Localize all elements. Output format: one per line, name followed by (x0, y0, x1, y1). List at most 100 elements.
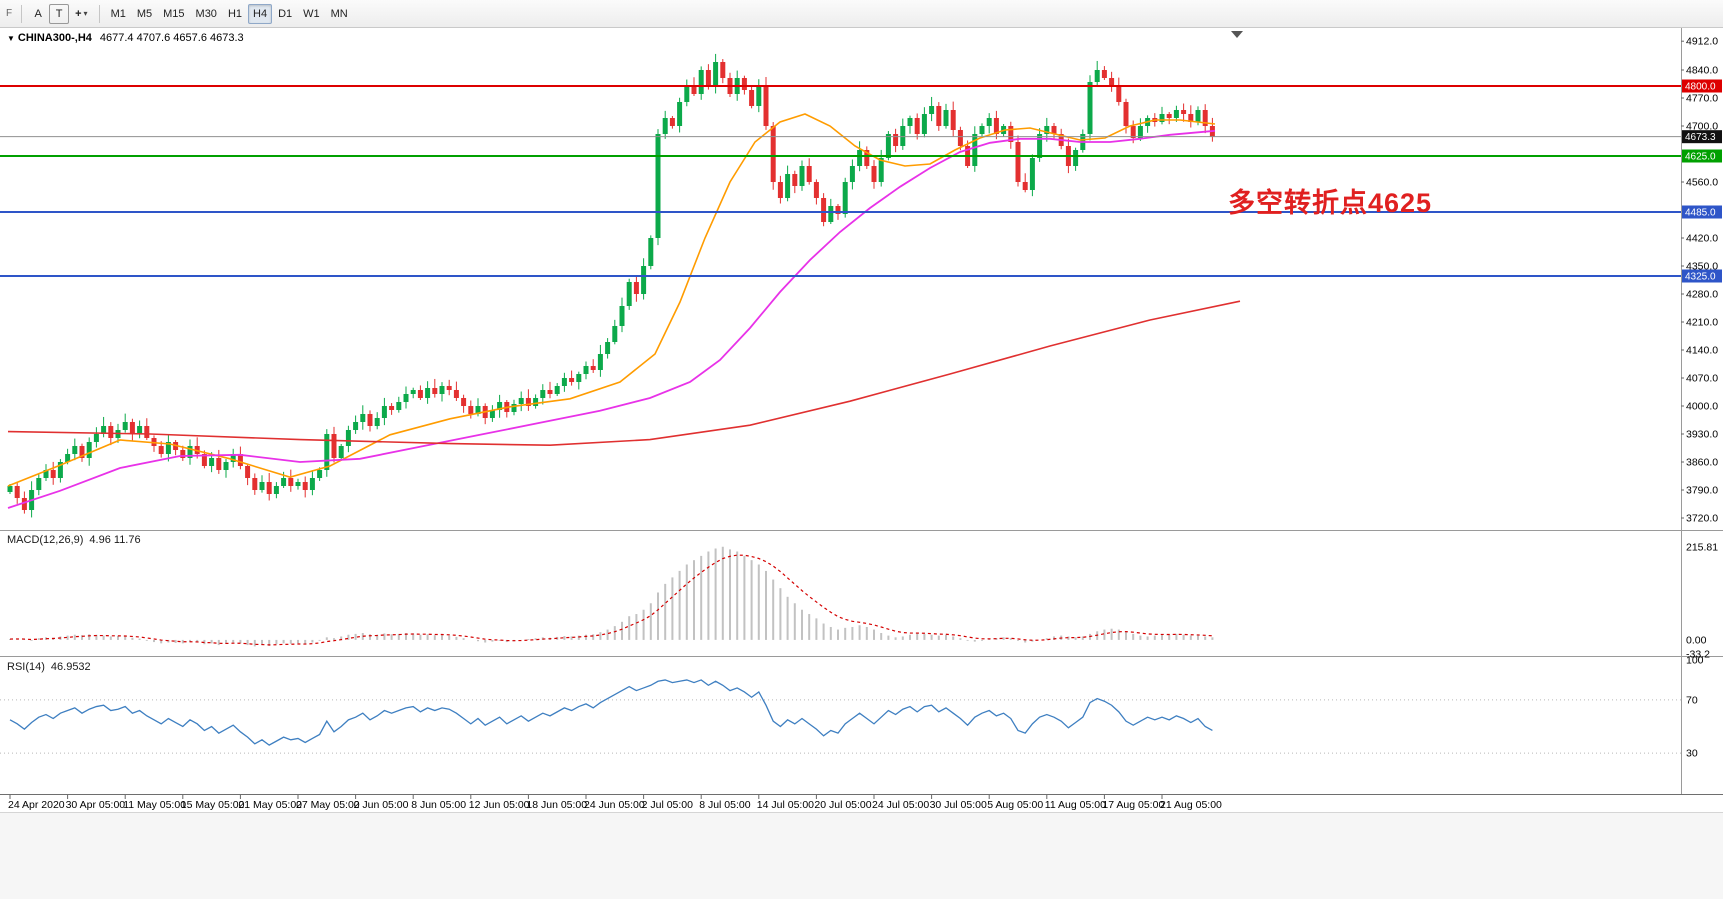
candle-body (216, 458, 222, 470)
timeframe-button-m15[interactable]: M15 (158, 4, 189, 24)
timeframe-button-d1[interactable]: D1 (273, 4, 297, 24)
candle-body (799, 166, 805, 186)
timeframe-button-group: M1 M5 M15 M30 H1 H4 D1 W1 MN (106, 3, 353, 24)
time-axis-label: 5 Aug 05:00 (987, 799, 1043, 811)
candle-body (331, 434, 337, 458)
chart-dropdown-icon[interactable]: ▼ (7, 34, 15, 43)
candle-body (468, 406, 474, 414)
price-tag-label: 4485.0 (1685, 208, 1716, 219)
cursor-tool-button[interactable]: + ▾ (70, 4, 92, 24)
candle-body (245, 466, 251, 478)
candle-body (525, 398, 531, 406)
text-tool-button[interactable]: T (49, 3, 70, 24)
time-axis-label: 30 Apr 05:00 (66, 799, 126, 811)
price-tag-label: 4625.0 (1685, 152, 1716, 163)
rsi-name: RSI(14) (7, 661, 45, 673)
candle-body (741, 78, 747, 90)
candle-body (403, 394, 409, 402)
ohlc-values: 4677.4 4707.6 4657.6 4673.3 (99, 32, 244, 44)
candle-body (93, 434, 99, 442)
candle-body (1101, 70, 1107, 78)
chart-annotation: 多空转折点4625 (1228, 188, 1433, 218)
chart-title: ▼ CHINA300-,H4 4677.4 4707.6 4657.6 4673.3 (7, 32, 244, 44)
price-axis-label: 4912.0 (1686, 36, 1718, 48)
candle-body (929, 106, 935, 114)
time-axis-label: 11 Aug 05:00 (1045, 799, 1106, 811)
timeframe-button-m1[interactable]: M1 (106, 4, 131, 24)
time-axis-label: 8 Jul 05:00 (699, 799, 751, 811)
time-axis-label: 27 May 05:00 (296, 799, 360, 811)
candle-body (1116, 86, 1122, 102)
timeframe-button-m30[interactable]: M30 (191, 4, 222, 24)
time-axis-label: 12 Jun 05:00 (469, 799, 530, 811)
price-axis-label: 4280.0 (1686, 289, 1718, 301)
timeframe-button-mn[interactable]: MN (326, 4, 353, 24)
candle-body (633, 282, 639, 294)
candle-body (7, 486, 13, 492)
candle-body (950, 110, 956, 130)
candle-body (756, 86, 762, 106)
annotations-tool-button[interactable]: A (28, 4, 48, 24)
rsi-scale-label: 70 (1686, 694, 1698, 706)
symbol-period-label: CHINA300-,H4 (17, 32, 92, 44)
candle-body (813, 182, 819, 198)
candle-body (1073, 150, 1079, 166)
chart-area[interactable]: 4800.0 4673.3 4625.0 4485.0 4325.0 4912.0 4840… (0, 28, 1723, 812)
toolbar-separator (21, 4, 23, 23)
candle-body (1188, 114, 1194, 122)
candle-body (79, 446, 85, 458)
price-axis-label: 3860.0 (1686, 457, 1718, 469)
candle-body (410, 390, 416, 394)
candle-body (698, 70, 704, 94)
levels-layer: 4800.0 4673.3 4625.0 4485.0 4325.0 (0, 79, 1722, 283)
candle-body (446, 386, 452, 390)
toolbar: F A T + ▾ M1 M5 M15 M30 H1 H4 D1 W1 MN (0, 0, 1723, 28)
candle-body (50, 470, 56, 478)
candle-body (389, 406, 395, 410)
candle-body (425, 388, 431, 398)
time-axis-label: 18 Jun 05:00 (526, 799, 587, 811)
candle-body (792, 174, 798, 186)
candle-body (605, 342, 611, 354)
timeframe-button-h1[interactable]: H1 (223, 4, 247, 24)
timeframe-button-m5[interactable]: M5 (132, 4, 157, 24)
candle-body (230, 454, 236, 462)
rsi-scale-label: 30 (1686, 748, 1698, 760)
price-axis-label: 4210.0 (1686, 317, 1718, 329)
time-axis-label: 2 Jun 05:00 (354, 799, 409, 811)
candle-body (165, 442, 171, 454)
candle-body (14, 486, 20, 498)
candle-body (324, 434, 330, 470)
candle-body (1037, 134, 1043, 158)
candle-body (475, 406, 481, 414)
candle-body (1029, 158, 1035, 190)
candle-body (914, 118, 920, 134)
candle-body (835, 206, 841, 214)
time-axis-label: 14 Jul 05:00 (757, 799, 814, 811)
toolbar-separator (98, 4, 100, 23)
candle-body (302, 482, 308, 490)
price-axis[interactable]: 4912.0 4840.0 4770.0 4700.0 4560.0 4420.0 4350… (1681, 36, 1718, 525)
time-axis-label: 30 Jul 05:00 (930, 799, 987, 811)
candle-body (684, 86, 690, 102)
chart-shift-marker-icon[interactable] (1231, 31, 1243, 38)
candle-body (626, 282, 632, 306)
candle-body (972, 134, 978, 166)
price-axis-label: 4770.0 (1686, 93, 1718, 105)
candle-body (367, 414, 373, 426)
candle-body (857, 150, 863, 166)
timeframe-button-w1[interactable]: W1 (298, 4, 325, 24)
price-axis-label: 4070.0 (1686, 373, 1718, 385)
candle-body (1173, 110, 1179, 118)
price-axis-label: 3720.0 (1686, 513, 1718, 525)
candle-body (641, 266, 647, 294)
price-tag-box (1682, 79, 1722, 93)
rsi-indicator-label: RSI(14) 46.9532 (7, 661, 91, 673)
candle-body (1109, 78, 1115, 86)
candle-body (396, 402, 402, 410)
candle-body (677, 102, 683, 126)
candle-body (439, 386, 445, 394)
timeframe-button-h4[interactable]: H4 (248, 3, 273, 24)
candle-body (360, 414, 366, 422)
